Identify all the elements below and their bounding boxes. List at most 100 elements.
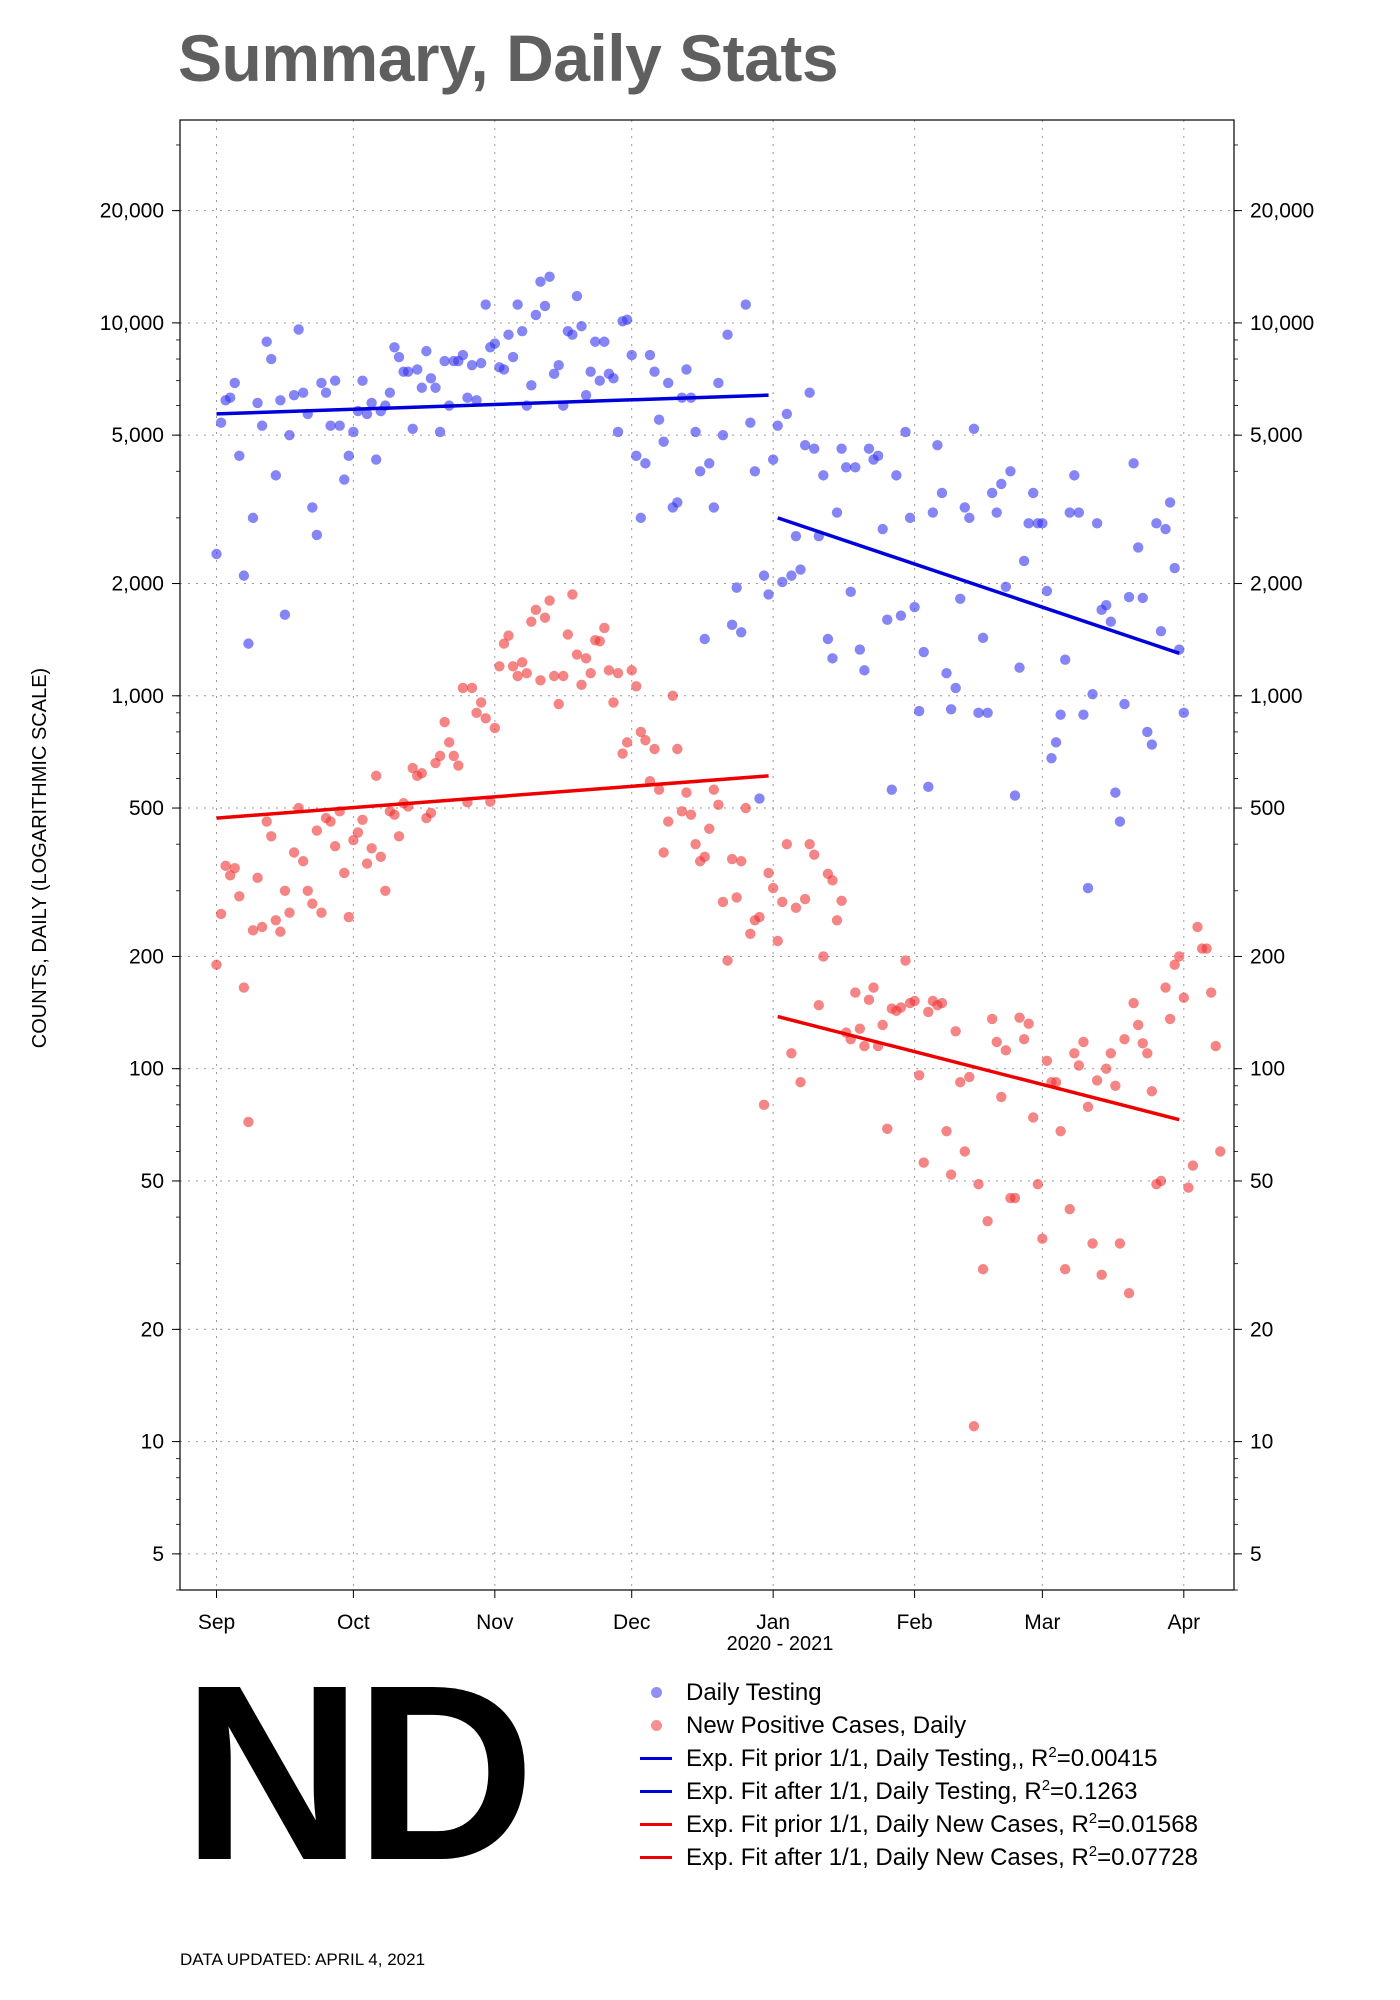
data-point: [704, 458, 715, 469]
data-point: [1055, 709, 1066, 720]
data-point: [302, 885, 313, 896]
data-point: [877, 1019, 888, 1031]
chart-title: Summary, Daily Stats: [178, 21, 839, 95]
data-point: [1164, 1013, 1176, 1025]
data-point: [1132, 542, 1144, 553]
data-point: [425, 807, 437, 819]
data-point: [320, 387, 332, 398]
data-point: [393, 351, 405, 363]
x-axis-title: 2020 - 2021: [727, 1633, 834, 1655]
data-point: [558, 670, 569, 682]
data-point: [1087, 1238, 1098, 1249]
data-point: [1164, 497, 1176, 508]
data-point: [243, 638, 254, 649]
data-point: [950, 1026, 961, 1037]
x-tick-label: Dec: [613, 1611, 650, 1634]
data-point: [329, 375, 341, 386]
data-point: [585, 667, 596, 679]
y-tick-label-left: 5,000: [111, 424, 164, 447]
data-point: [941, 1125, 952, 1137]
data-point: [904, 512, 916, 524]
data-point: [288, 847, 300, 858]
data-point: [1210, 1040, 1221, 1052]
data-point: [731, 582, 742, 593]
data-point: [1137, 592, 1148, 604]
data-point: [311, 825, 323, 836]
data-point: [548, 368, 560, 380]
data-point: [882, 1123, 893, 1134]
data-point: [713, 377, 724, 389]
data-point: [1201, 943, 1212, 954]
x-tick-label: Nov: [476, 1611, 514, 1634]
data-point: [215, 908, 227, 920]
data-point: [370, 770, 382, 782]
data-point: [325, 816, 336, 827]
data-point: [238, 982, 250, 993]
data-points: [211, 271, 1226, 1432]
data-point: [945, 704, 957, 715]
data-point: [384, 387, 396, 398]
data-point: [539, 612, 551, 623]
data-point: [936, 487, 948, 499]
x-tick-label: Jan: [756, 1611, 790, 1634]
x-tick-label: Oct: [337, 1611, 370, 1634]
data-point: [854, 1023, 866, 1034]
data-point: [749, 466, 761, 477]
data-point: [1009, 1192, 1021, 1204]
data-point: [1069, 1048, 1080, 1059]
legend-dot-icon: [651, 1720, 662, 1731]
data-point: [799, 439, 811, 451]
data-point: [1128, 458, 1139, 469]
data-point: [1142, 726, 1153, 738]
data-point: [740, 802, 751, 814]
data-point: [1037, 1233, 1048, 1244]
data-point: [526, 380, 537, 391]
data-point: [453, 760, 464, 771]
data-point: [777, 896, 788, 908]
data-point: [767, 454, 779, 465]
data-point: [1155, 1175, 1167, 1187]
data-point: [986, 1013, 998, 1025]
data-point: [882, 614, 893, 625]
y-tick-label-right: 20: [1250, 1318, 1273, 1341]
data-point: [658, 436, 669, 447]
data-point: [1215, 1146, 1226, 1157]
data-point: [471, 707, 482, 719]
data-point: [1178, 707, 1190, 719]
data-point: [1073, 1060, 1085, 1071]
data-point: [485, 796, 496, 807]
data-point: [964, 512, 975, 524]
data-point: [631, 681, 642, 692]
data-point: [918, 646, 929, 658]
data-point: [357, 375, 368, 386]
data-point: [562, 629, 574, 640]
data-point: [772, 420, 783, 431]
data-point: [859, 665, 870, 676]
data-point: [1082, 882, 1094, 894]
data-point: [736, 627, 747, 638]
data-point: [626, 665, 637, 676]
data-point: [211, 959, 222, 970]
data-point: [813, 1000, 824, 1011]
data-point: [279, 885, 291, 896]
data-point: [694, 466, 706, 477]
y-tick-label-left: 2,000: [111, 573, 164, 596]
data-point: [790, 902, 802, 914]
data-point: [653, 784, 665, 795]
data-updated-note: DATA UPDATED: APRIL 4, 2021: [180, 1950, 426, 1969]
data-point: [1187, 1160, 1199, 1171]
data-point: [635, 512, 647, 524]
data-point: [854, 644, 866, 655]
data-point: [845, 586, 856, 598]
data-point: [1142, 1048, 1153, 1059]
data-point: [1119, 698, 1130, 710]
data-point: [608, 373, 619, 384]
data-point: [1101, 1063, 1112, 1074]
data-point: [325, 420, 336, 431]
legend-line-icon: [640, 1757, 672, 1760]
data-point: [1114, 1238, 1126, 1249]
data-point: [863, 994, 875, 1006]
data-point: [466, 360, 478, 371]
data-point: [580, 389, 592, 401]
data-point: [224, 392, 236, 403]
